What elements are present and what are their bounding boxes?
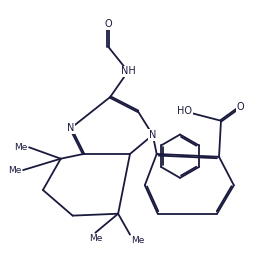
- Text: Me: Me: [14, 143, 28, 152]
- Text: O: O: [237, 101, 245, 112]
- Text: Me: Me: [131, 236, 145, 245]
- Text: NH: NH: [121, 66, 135, 76]
- Text: O: O: [104, 19, 112, 29]
- Text: Me: Me: [89, 234, 102, 243]
- Text: N: N: [67, 123, 74, 133]
- Text: HO: HO: [177, 106, 192, 116]
- Text: N: N: [149, 130, 156, 140]
- Text: Me: Me: [9, 166, 22, 175]
